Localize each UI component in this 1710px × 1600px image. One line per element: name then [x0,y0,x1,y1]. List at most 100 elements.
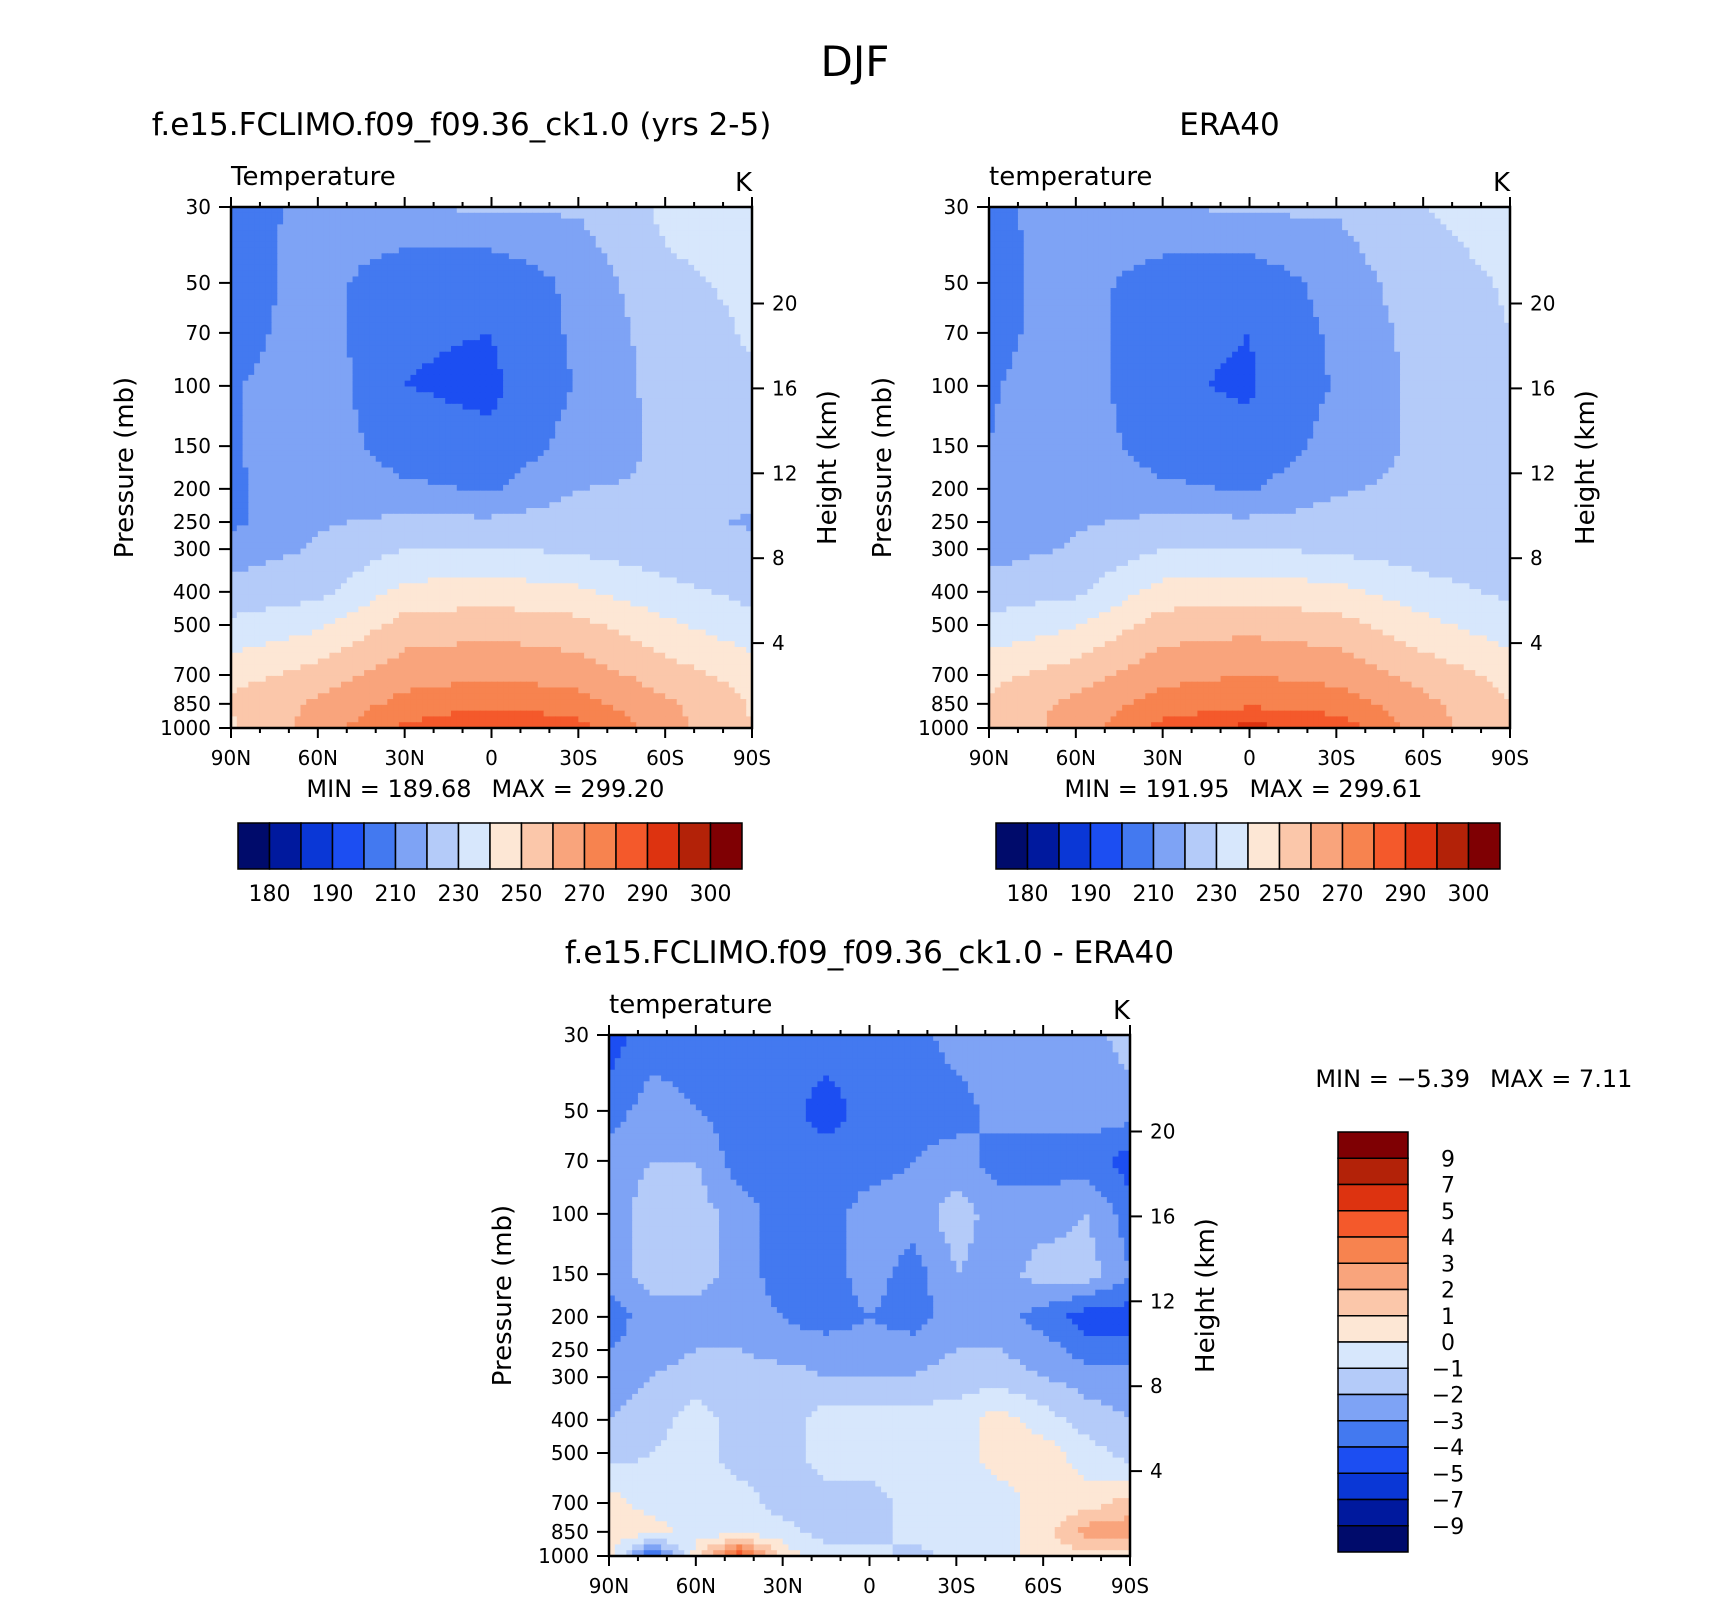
field-cell [728,259,736,266]
field-cell [254,299,261,307]
field-cell [416,502,423,509]
field-cell [630,392,637,399]
field-cell [479,235,487,243]
field-cell [734,276,742,283]
field-cell [618,473,626,480]
field-cell [688,426,695,434]
field-cell [653,450,660,457]
field-cell [445,207,452,214]
field-cell [543,322,550,330]
field-cell [456,415,464,422]
field-cell [300,369,307,376]
field-cell [595,253,603,260]
field-cell [659,224,666,231]
field-cell [329,224,336,231]
field-cell [485,444,493,451]
field-cell [259,369,267,376]
field-cell [642,207,649,214]
field-cell [503,380,510,388]
field-cell [387,380,394,388]
field-cell [670,340,678,347]
field-cell [271,473,278,480]
field-cell [555,508,562,515]
field-cell [514,409,522,416]
field-cell [439,508,446,515]
field-cell [474,212,481,220]
field-cell [375,508,383,515]
field-cell [416,207,423,214]
field-cell [265,409,273,416]
field-cell [352,357,359,364]
field-cell [422,369,429,376]
field-cell [676,398,684,405]
field-cell [312,363,319,370]
field-cell [491,316,498,324]
field-cell [416,230,423,237]
field-cell [242,438,249,445]
field-cell [508,444,516,451]
field-cell [375,357,383,364]
field-cell [682,230,689,237]
field-cell [665,409,672,416]
field-cell [468,322,475,330]
field-cell [462,426,469,434]
field-cell [445,426,452,434]
field-cell [450,421,458,428]
field-cell [520,311,527,318]
field-cell [283,357,290,364]
field-cell [259,282,267,289]
field-cell [393,369,400,376]
field-cell [346,230,354,237]
field-cell [514,444,522,451]
field-cell [294,484,302,492]
field-cell [688,374,695,382]
field-cell [532,473,539,480]
field-cell [705,508,713,515]
field-cell [381,357,388,364]
field-cell [537,316,545,324]
field-cell [503,415,510,422]
field-cell [514,461,522,469]
field-cell [526,247,533,254]
field-cell [555,386,562,393]
field-cell [566,444,574,451]
field-cell [317,479,325,486]
field-cell [277,305,284,312]
field-cell [231,328,238,335]
field-cell [300,461,307,469]
field-cell [242,461,249,469]
field-cell [306,276,313,283]
field-cell [711,253,718,260]
field-cell [254,473,261,480]
field-cell [532,322,539,330]
field-cell [520,340,527,347]
field-cell [624,432,632,440]
field-cell [676,218,684,225]
field-cell [410,461,417,469]
field-cell [294,426,302,434]
field-cell [647,247,655,254]
field-cell [335,508,342,515]
field-cell [352,467,359,474]
field-cell [271,496,278,503]
field-cell [265,241,273,249]
field-cell [514,328,522,335]
field-cell [283,496,290,503]
field-cell [369,230,377,237]
field-cell [485,467,493,474]
field-cell [335,288,342,295]
field-cell [503,230,510,237]
field-cell [543,444,550,451]
field-cell [549,328,556,335]
field-cell [271,374,278,382]
field-cell [340,374,348,382]
field-cell [387,508,394,515]
field-cell [479,473,487,480]
field-cell [398,392,406,399]
field-cell [404,409,412,416]
field-cell [485,299,493,307]
field-cell [578,519,585,526]
field-cell [595,363,603,370]
field-cell [479,305,487,312]
field-cell [584,316,591,324]
